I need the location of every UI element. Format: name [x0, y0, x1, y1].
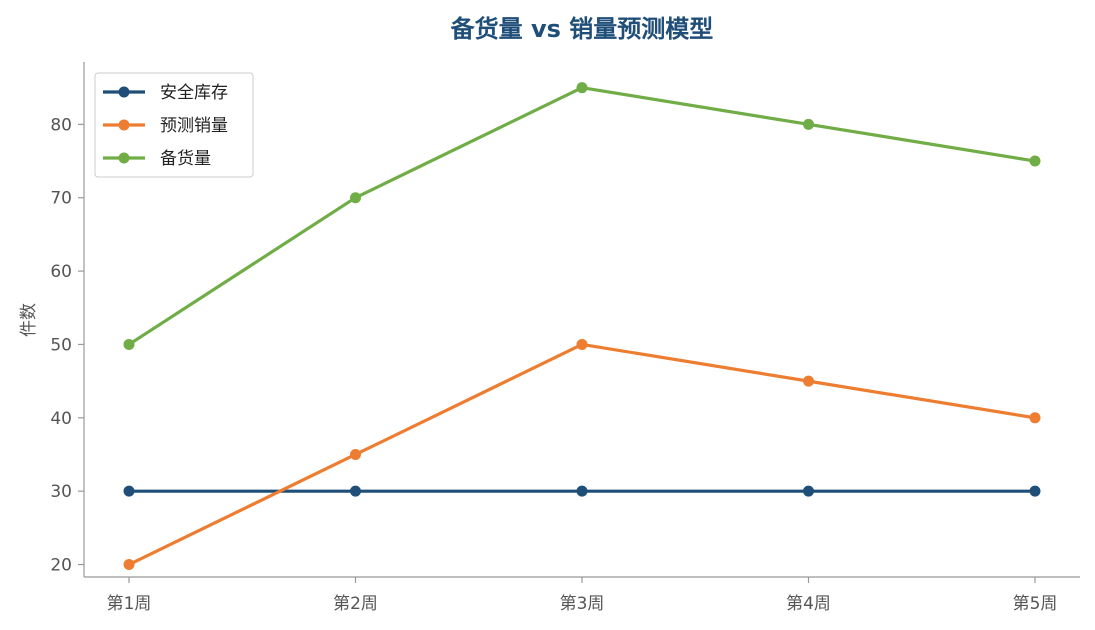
- series-line: [127, 86, 1037, 347]
- data-point: [123, 485, 135, 497]
- data-point: [803, 485, 814, 497]
- data-point: [576, 338, 588, 350]
- legend-item: 备货量: [103, 149, 211, 169]
- data-point: [576, 485, 588, 497]
- series-3: [123, 82, 1041, 350]
- data-point: [350, 192, 361, 204]
- data-point: [350, 485, 361, 497]
- data-point: [1029, 412, 1041, 424]
- legend-box: [94, 72, 254, 178]
- legend-item: 安全库存: [103, 83, 228, 103]
- y-tick-label: 60: [50, 262, 72, 282]
- data-point: [1029, 485, 1041, 497]
- y-axis-label: 件数: [19, 303, 39, 337]
- legend-swatch-marker: [118, 152, 130, 164]
- data-point: [803, 118, 814, 130]
- legend-swatch-marker: [118, 119, 130, 131]
- x-tick-label: 第3周: [560, 594, 605, 614]
- series-2: [123, 338, 1041, 571]
- y-tick-label: 50: [50, 335, 72, 355]
- legend-label: 安全库存: [160, 83, 228, 103]
- legend-label: 预测销量: [160, 116, 228, 136]
- y-tick-label: 30: [50, 482, 72, 502]
- data-point: [123, 338, 135, 350]
- series-layer: [123, 82, 1041, 571]
- chart-title: 备货量 vs 销量预测模型: [450, 15, 714, 43]
- y-ticks: 20 30 40 50 60 70 80: [50, 115, 84, 576]
- series-line: [127, 342, 1037, 567]
- series-1: [123, 485, 1041, 497]
- legend-item: 预测销量: [103, 116, 228, 136]
- x-tick-label: 第1周: [107, 594, 152, 614]
- y-tick-label: 40: [50, 409, 72, 429]
- x-ticks: 第1周 第2周 第3周 第4周 第5周: [107, 577, 1058, 614]
- legend-label: 备货量: [160, 149, 211, 169]
- data-point: [1029, 155, 1041, 167]
- data-point: [803, 375, 814, 387]
- data-point: [350, 448, 361, 460]
- data-point: [123, 559, 135, 571]
- y-tick-label: 80: [50, 115, 72, 135]
- y-tick-label: 20: [50, 556, 72, 576]
- x-tick-label: 第5周: [1013, 594, 1058, 614]
- x-tick-label: 第4周: [786, 594, 831, 614]
- legend-swatch-marker: [118, 86, 130, 98]
- data-point: [576, 82, 588, 94]
- x-tick-label: 第2周: [333, 594, 378, 614]
- y-tick-label: 70: [50, 189, 72, 209]
